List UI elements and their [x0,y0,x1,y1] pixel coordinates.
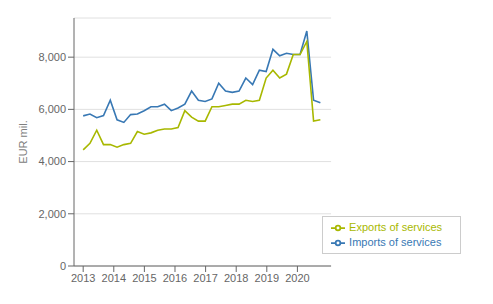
svg-text:2,000: 2,000 [38,208,66,220]
svg-text:2017: 2017 [193,272,217,284]
svg-text:6,000: 6,000 [38,103,66,115]
html-text:Imports of services: Imports of services [349,235,442,248]
svg-text:0: 0 [60,260,66,272]
svg-text:2016: 2016 [163,272,187,284]
svg-text:2018: 2018 [224,272,248,284]
svg-text:4,000: 4,000 [38,155,66,167]
svg-text:8,000: 8,000 [38,51,66,63]
svg-text:2015: 2015 [132,272,156,284]
svg-text:EUR mil.: EUR mil. [17,120,29,163]
html-text:Exports of services: Exports of services [349,220,442,233]
svg-text:2013: 2013 [71,272,95,284]
svg-text:2014: 2014 [102,272,126,284]
svg-text:2020: 2020 [285,272,309,284]
svg-text:2019: 2019 [255,272,279,284]
